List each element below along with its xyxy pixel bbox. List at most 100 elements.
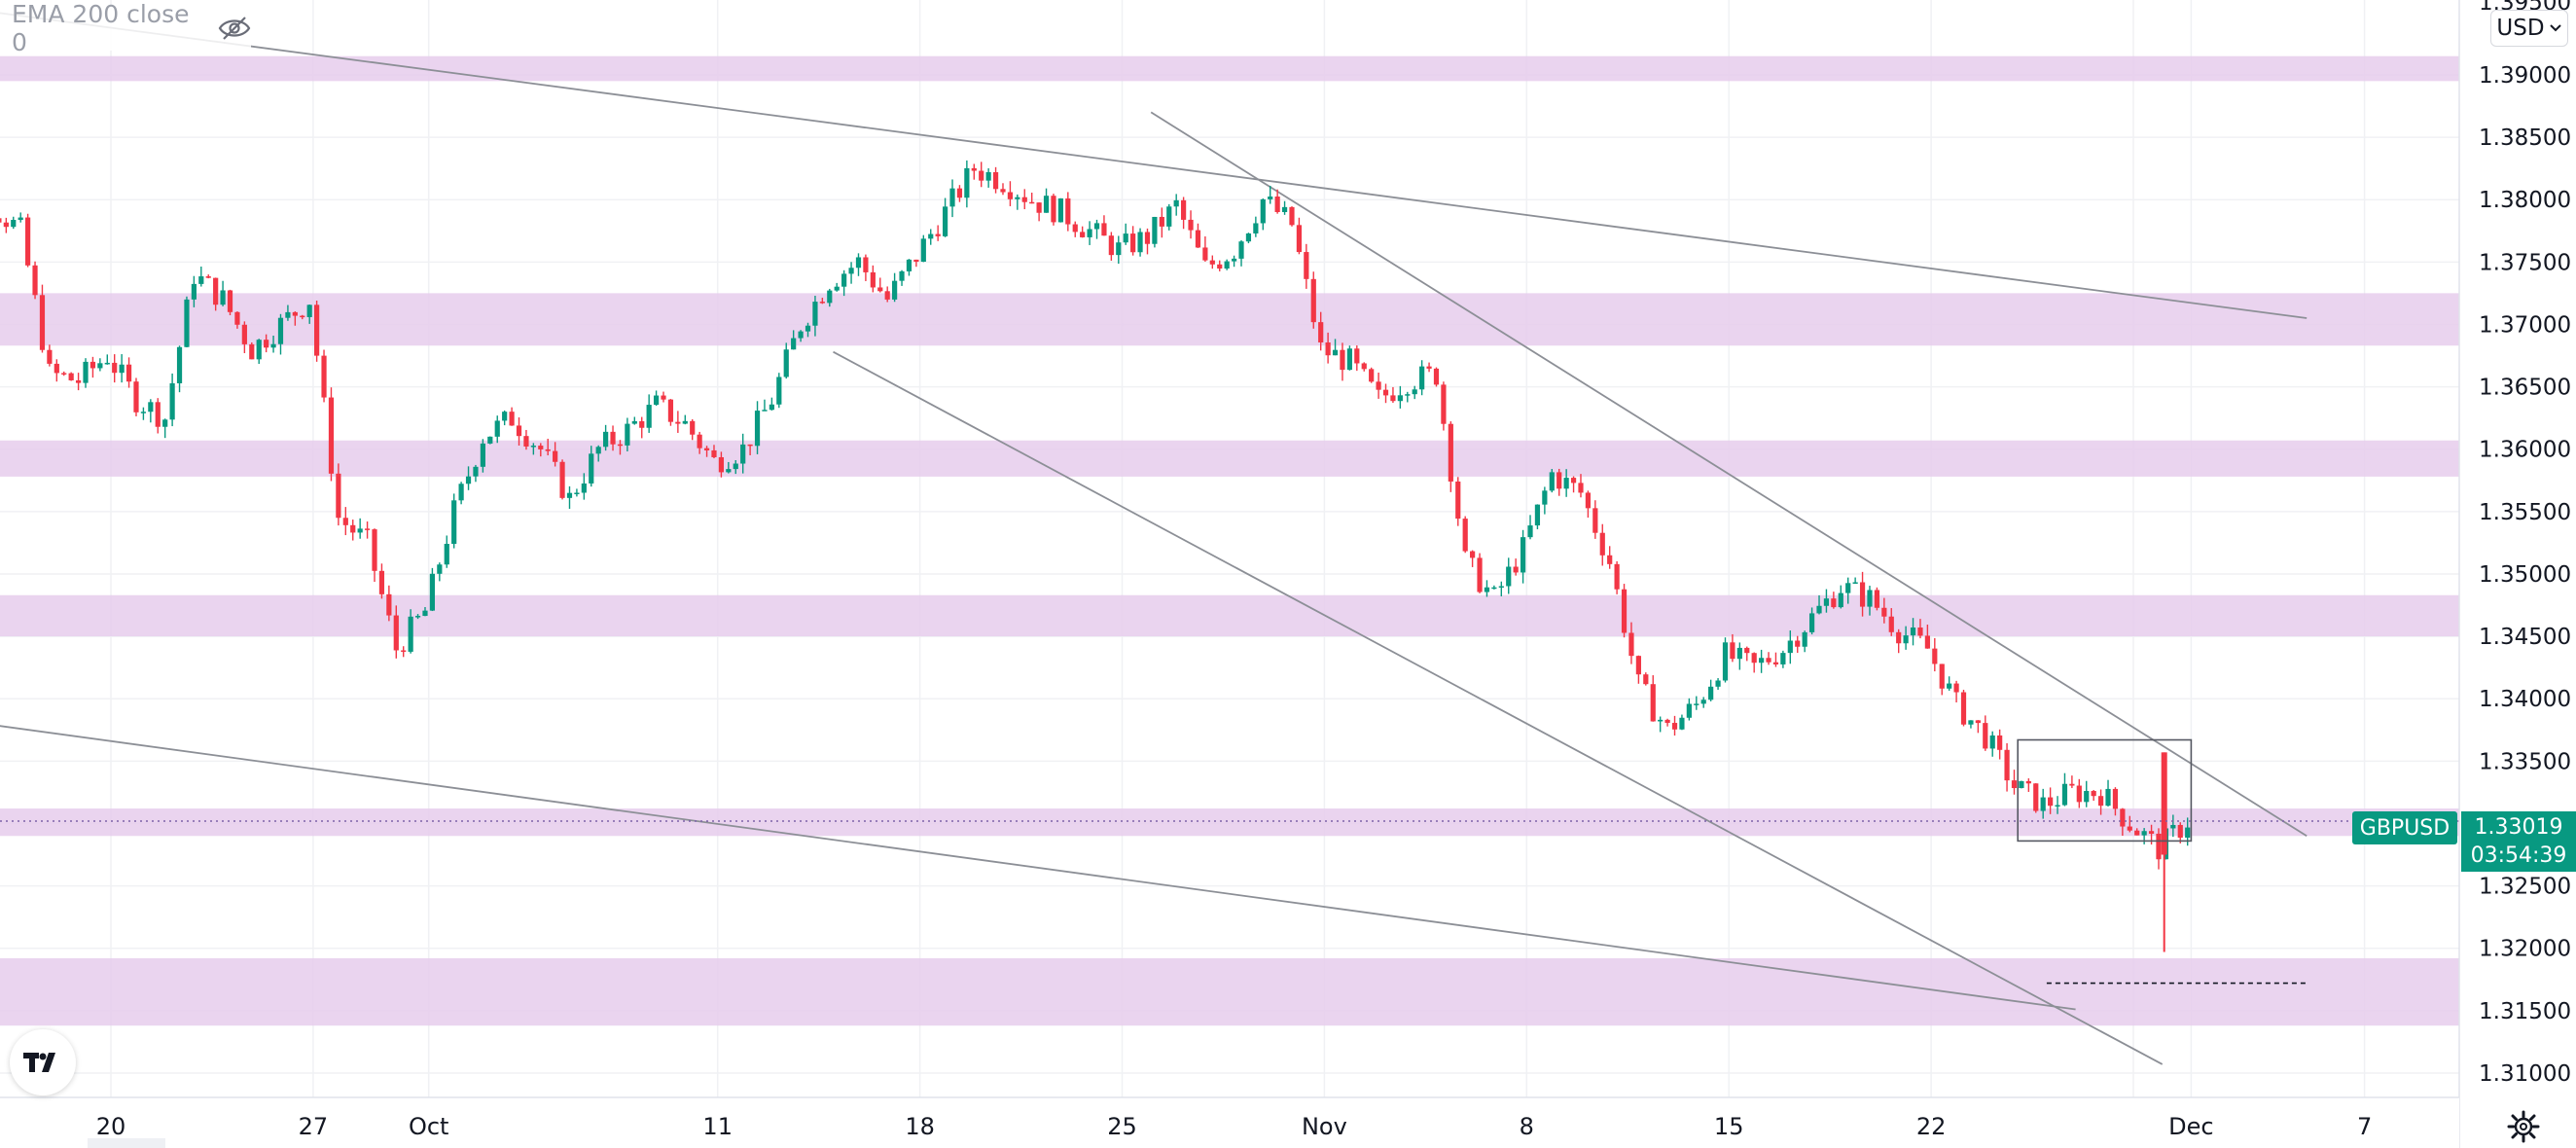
candle-body [1513,566,1519,573]
candle-body [1932,648,1938,664]
indicator-legend[interactable]: EMA 200 close 0 [0,0,251,56]
candle-body [610,431,616,445]
candle-body [1960,692,1967,725]
candle-body [140,412,147,413]
candle-body [1715,680,1721,687]
candle-body [155,402,161,427]
candle-body [964,167,970,198]
candle-body [1787,640,1793,654]
candle-body [530,446,536,448]
price-zone [0,55,2459,82]
candle-body [125,364,132,382]
candle-body [1658,719,1664,722]
candle-body [646,405,652,428]
candle-body [1173,199,1179,207]
price-tick-label: 1.36000 [2479,438,2571,463]
candle-body [350,524,356,533]
candle-body [1563,478,1569,489]
candle-body [2105,788,2111,807]
candle-body [1542,490,1548,505]
scroll-indicator [88,1138,165,1148]
candle-body [726,469,732,473]
candle-body [1166,206,1172,227]
candle-countdown: 03:54:39 [2470,843,2567,868]
candle-body [234,311,240,325]
candle-body [191,283,197,300]
candle-body [1080,232,1086,237]
candle-body [1000,189,1006,193]
candle-body [1520,537,1526,573]
candle-body [1989,735,1995,749]
candle-body [2055,805,2060,807]
candle-body [979,170,984,181]
candle-body [1382,389,1389,396]
candle-body [386,593,392,616]
candle-body [227,290,233,312]
candle-body [2170,824,2176,829]
candle-body [870,271,876,288]
candle-body [54,363,59,374]
candle-body [1708,686,1714,700]
eye-crossed-icon[interactable] [218,16,251,41]
price-zone [0,440,2459,477]
candle-body [1390,395,1396,402]
candle-body [1686,703,1692,718]
candle-body [1694,703,1699,705]
candle-body [776,377,782,405]
candle-body [2061,783,2068,806]
candle-body [1498,586,1504,588]
time-tick-label: 25 [1107,1113,1137,1140]
currency-dropdown[interactable]: USD [2490,10,2568,47]
candle-body [1614,563,1620,590]
candle-body [2084,791,2090,803]
price-tick-label: 1.38500 [2479,126,2571,151]
gear-icon[interactable] [2506,1109,2541,1144]
candle-body [1534,504,1541,526]
candle-body [1369,369,1375,382]
time-axis-bg [0,1097,2459,1148]
candle-body [1274,197,1280,212]
candle-body [2025,780,2031,784]
trendline [0,725,2076,1011]
price-tick-label: 1.36500 [2479,376,2571,401]
candle-body [408,616,413,652]
candle-body [1556,472,1562,489]
grid-lines [0,0,2459,1097]
candle-body [711,449,717,457]
candle-body [538,446,544,449]
candle-body [1924,635,1930,649]
candle-body [791,338,797,350]
price-tick-label: 1.37500 [2479,250,2571,275]
candle-body [1592,508,1598,533]
candle-body [639,420,645,428]
candle-body [1736,647,1742,660]
time-tick-label: 22 [1916,1113,1947,1140]
trendline [1150,111,2308,838]
candle-body [1340,349,1345,371]
price-tick-label: 1.35000 [2479,562,2571,588]
candle-body [336,473,341,519]
candle-body [2091,791,2096,797]
price-zone [0,957,2459,1026]
trendlines [0,12,2308,1065]
candle-body [740,444,746,464]
candle-body [162,419,168,427]
candle-body [25,217,31,266]
candle-body [213,277,219,305]
candle-body [1231,258,1237,262]
candle-body [956,188,963,198]
candle-body [827,290,833,304]
candle-body [1896,631,1902,644]
candle-body [625,423,630,446]
candle-body [1281,206,1288,212]
candle-body [2069,783,2075,786]
candle-body [1780,653,1786,664]
candle-body [270,343,276,348]
candle-body [1643,674,1649,685]
candle-body [566,492,573,498]
time-tick-label: 15 [1714,1113,1744,1140]
tradingview-logo[interactable] [10,1029,76,1095]
candle-body [985,172,991,181]
time-tick-label: 11 [702,1113,733,1140]
